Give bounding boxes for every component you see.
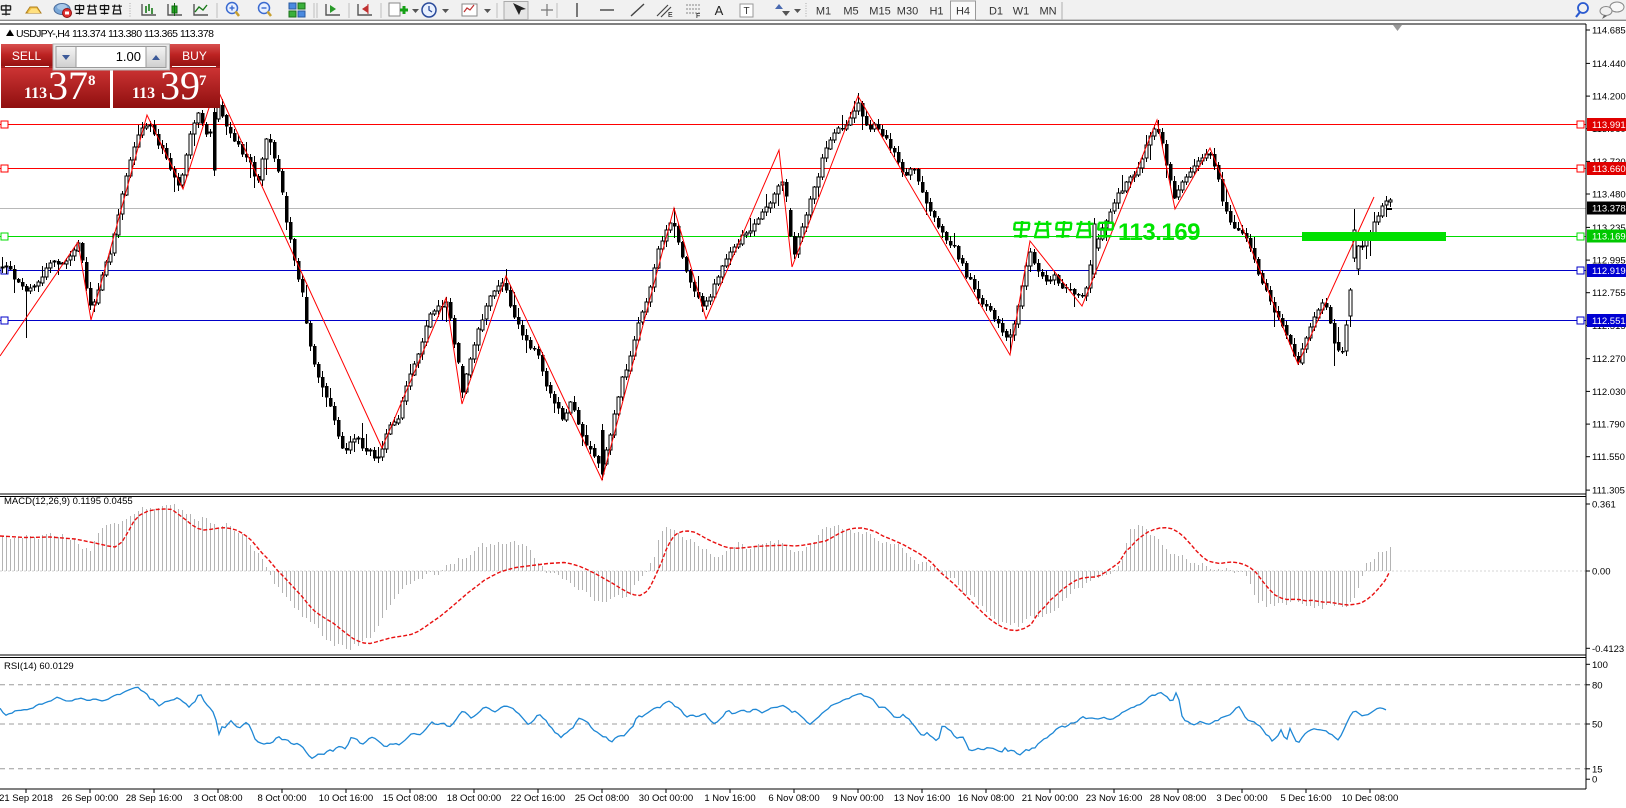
svg-text:8: 8 <box>88 73 96 89</box>
svg-text:112.755: 112.755 <box>1592 288 1626 299</box>
svg-text:113.480: 113.480 <box>1592 190 1626 201</box>
svg-text:15: 15 <box>1592 764 1603 775</box>
svg-text:112.919: 112.919 <box>1592 266 1626 277</box>
svg-text:0.361: 0.361 <box>1592 500 1616 511</box>
svg-text:18 Oct 00:00: 18 Oct 00:00 <box>447 793 501 804</box>
svg-text:F: F <box>696 13 700 20</box>
svg-text:W1: W1 <box>1013 6 1030 18</box>
svg-text:37: 37 <box>48 63 88 108</box>
svg-text:13 Nov 16:00: 13 Nov 16:00 <box>894 793 951 804</box>
svg-text:28 Sep 16:00: 28 Sep 16:00 <box>126 793 183 804</box>
svg-text:23 Nov 16:00: 23 Nov 16:00 <box>1086 793 1143 804</box>
svg-text:114.440: 114.440 <box>1592 59 1626 70</box>
svg-text:3 Dec 00:00: 3 Dec 00:00 <box>1216 793 1267 804</box>
svg-text:M5: M5 <box>843 6 858 18</box>
svg-text:0: 0 <box>1592 775 1597 786</box>
svg-text:113: 113 <box>24 85 47 102</box>
svg-text:-0.4123: -0.4123 <box>1592 644 1624 655</box>
svg-text:112.995: 112.995 <box>1592 256 1626 267</box>
svg-text:MN: MN <box>1039 6 1056 18</box>
svg-text:28 Nov 08:00: 28 Nov 08:00 <box>1150 793 1207 804</box>
svg-text:16 Nov 08:00: 16 Nov 08:00 <box>958 793 1015 804</box>
svg-text:M15: M15 <box>869 6 890 18</box>
svg-text:114.200: 114.200 <box>1592 92 1626 103</box>
svg-text:100: 100 <box>1592 660 1608 671</box>
svg-text:E: E <box>668 12 673 19</box>
svg-text:80: 80 <box>1592 680 1603 691</box>
svg-text:112.551: 112.551 <box>1592 316 1626 327</box>
svg-text:30 Oct 00:00: 30 Oct 00:00 <box>639 793 693 804</box>
svg-text:50: 50 <box>1592 720 1603 731</box>
svg-text:9 Nov 00:00: 9 Nov 00:00 <box>832 793 883 804</box>
svg-text:USDJPY-,H4: USDJPY-,H4 <box>16 28 70 40</box>
svg-text:H1: H1 <box>929 6 943 18</box>
svg-text:25 Oct 08:00: 25 Oct 08:00 <box>575 793 629 804</box>
svg-text:113.169: 113.169 <box>1118 219 1200 246</box>
svg-text:113.374 113.380 113.365 113.37: 113.374 113.380 113.365 113.378 <box>72 28 214 40</box>
svg-text:112.270: 112.270 <box>1592 354 1626 365</box>
svg-text:111.550: 111.550 <box>1592 452 1625 463</box>
svg-text:1.00: 1.00 <box>116 49 141 64</box>
svg-text:113.169: 113.169 <box>1592 232 1626 243</box>
svg-text:113.235: 113.235 <box>1592 223 1626 234</box>
svg-text:RSI(14) 60.0129: RSI(14) 60.0129 <box>4 661 74 672</box>
svg-text:10 Dec 08:00: 10 Dec 08:00 <box>1342 793 1399 804</box>
svg-text:113.991: 113.991 <box>1592 120 1626 131</box>
svg-text:MACD(12,26,9) 0.1195 0.0455: MACD(12,26,9) 0.1195 0.0455 <box>4 496 133 507</box>
svg-text:1 Nov 16:00: 1 Nov 16:00 <box>704 793 755 804</box>
svg-text:BUY: BUY <box>182 49 207 63</box>
svg-text:SELL: SELL <box>12 49 42 63</box>
svg-text:M1: M1 <box>816 6 831 18</box>
svg-text:D1: D1 <box>989 6 1003 18</box>
svg-text:114.685: 114.685 <box>1592 26 1626 37</box>
svg-text:112.030: 112.030 <box>1592 387 1626 398</box>
svg-text:111.790: 111.790 <box>1592 420 1625 431</box>
svg-text:113.378: 113.378 <box>1592 204 1626 215</box>
svg-text:10 Oct 16:00: 10 Oct 16:00 <box>319 793 373 804</box>
svg-text:6 Nov 08:00: 6 Nov 08:00 <box>768 793 819 804</box>
svg-text:15 Oct 08:00: 15 Oct 08:00 <box>383 793 437 804</box>
svg-text:T: T <box>743 6 749 17</box>
svg-text:22 Oct 16:00: 22 Oct 16:00 <box>511 793 565 804</box>
svg-text:7: 7 <box>199 73 207 89</box>
svg-text:21 Nov 00:00: 21 Nov 00:00 <box>1022 793 1079 804</box>
svg-text:0.00: 0.00 <box>1592 567 1611 578</box>
svg-text:111.305: 111.305 <box>1592 486 1625 497</box>
svg-text:113: 113 <box>132 85 155 102</box>
svg-text:3 Oct 08:00: 3 Oct 08:00 <box>193 793 242 804</box>
svg-text:21 Sep 2018: 21 Sep 2018 <box>0 793 53 804</box>
svg-text:5 Dec 16:00: 5 Dec 16:00 <box>1280 793 1331 804</box>
svg-text:113.660: 113.660 <box>1592 164 1626 175</box>
svg-text:M30: M30 <box>897 6 918 18</box>
svg-text:26 Sep 00:00: 26 Sep 00:00 <box>62 793 119 804</box>
svg-text:39: 39 <box>160 63 200 108</box>
svg-text:H4: H4 <box>956 6 970 18</box>
svg-text:8 Oct 00:00: 8 Oct 00:00 <box>257 793 306 804</box>
svg-text:A: A <box>715 3 724 18</box>
